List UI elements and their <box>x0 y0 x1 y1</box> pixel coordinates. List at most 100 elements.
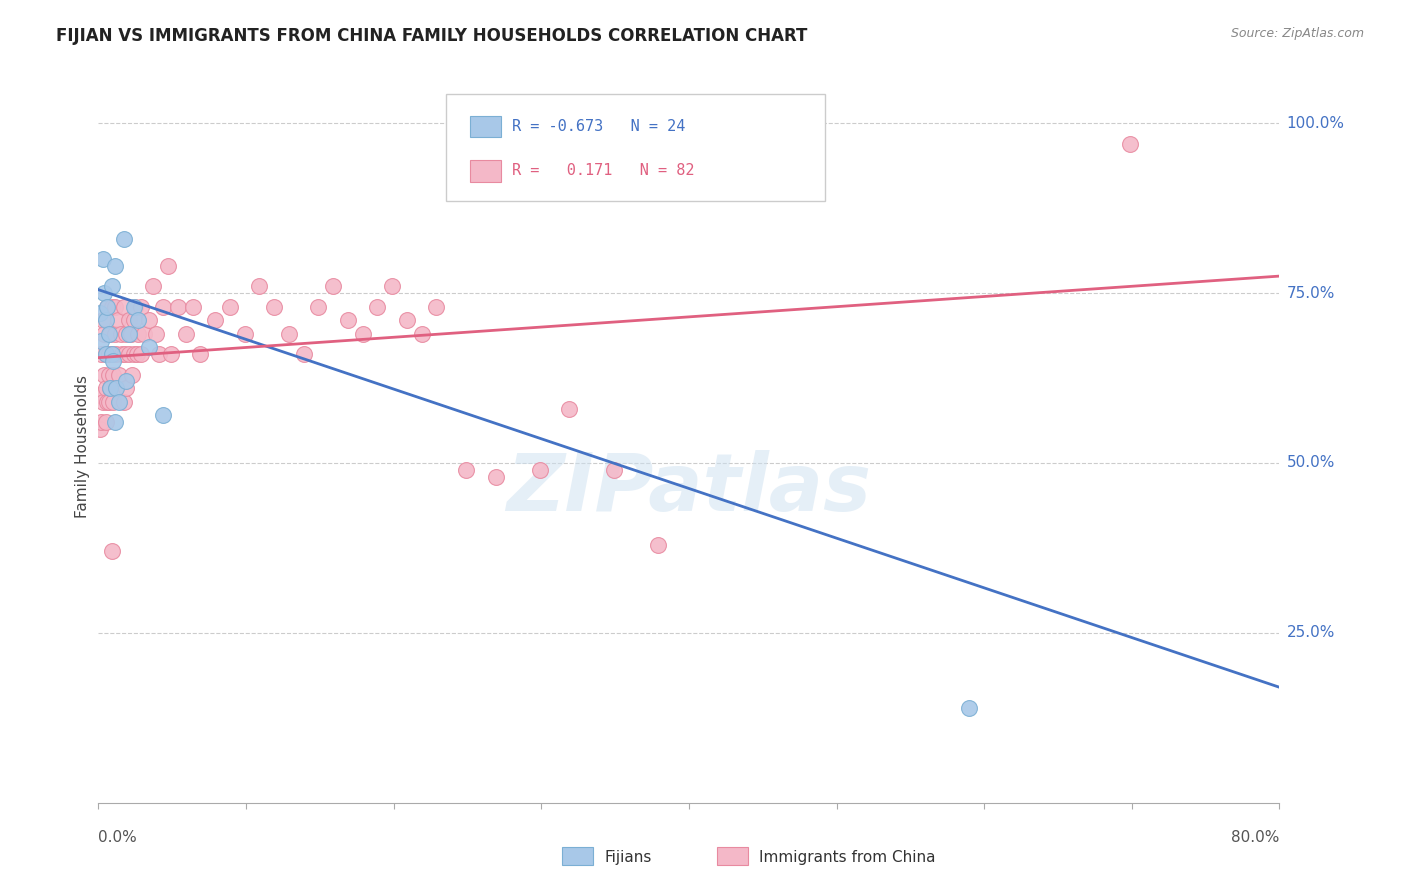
Point <box>114 347 136 361</box>
Point <box>381 279 404 293</box>
Point <box>90 334 112 348</box>
Text: 75.0%: 75.0% <box>1286 285 1334 301</box>
Point <box>104 300 127 314</box>
Point <box>91 313 114 327</box>
Point <box>138 341 160 355</box>
Point <box>112 300 135 314</box>
Point <box>105 381 128 395</box>
Point <box>112 232 135 246</box>
Point <box>111 347 134 361</box>
Point <box>91 252 114 266</box>
Text: ZIPatlas: ZIPatlas <box>506 450 872 528</box>
Point <box>104 415 127 429</box>
Point <box>97 368 120 382</box>
Point <box>91 394 114 409</box>
Point <box>103 354 125 368</box>
Point <box>97 326 120 341</box>
Point <box>108 394 131 409</box>
Point <box>152 409 174 423</box>
Point <box>167 300 190 314</box>
Point <box>112 394 135 409</box>
Point <box>97 347 120 361</box>
Point <box>110 326 132 341</box>
Point <box>89 388 111 402</box>
Point <box>115 381 138 395</box>
Point <box>105 381 128 395</box>
Text: Immigrants from China: Immigrants from China <box>759 850 936 864</box>
Text: R = -0.673   N = 24: R = -0.673 N = 24 <box>512 120 685 134</box>
Point <box>647 537 669 551</box>
Point <box>156 259 179 273</box>
Point <box>352 326 374 341</box>
Point <box>959 700 981 714</box>
Point <box>307 300 329 314</box>
Y-axis label: Family Households: Family Households <box>75 375 90 517</box>
Point <box>118 326 141 341</box>
Point <box>105 347 128 361</box>
Point <box>94 347 117 361</box>
Point <box>90 347 112 361</box>
Point <box>366 300 388 314</box>
Point <box>122 300 145 314</box>
Text: Fijians: Fijians <box>605 850 652 864</box>
Point <box>558 401 581 416</box>
Text: Source: ZipAtlas.com: Source: ZipAtlas.com <box>1230 27 1364 40</box>
Point <box>322 279 344 293</box>
Point <box>94 347 117 361</box>
Point <box>94 313 117 327</box>
Point <box>90 415 112 429</box>
Point <box>122 313 145 327</box>
Point <box>97 394 120 409</box>
Text: FIJIAN VS IMMIGRANTS FROM CHINA FAMILY HOUSEHOLDS CORRELATION CHART: FIJIAN VS IMMIGRANTS FROM CHINA FAMILY H… <box>56 27 807 45</box>
Point <box>292 347 315 361</box>
Point <box>263 300 285 314</box>
Point <box>188 347 211 361</box>
Point <box>181 300 204 314</box>
Point <box>142 279 165 293</box>
Point <box>174 326 197 341</box>
Point <box>247 279 270 293</box>
Point <box>96 300 118 314</box>
Point <box>129 347 152 361</box>
Text: 25.0%: 25.0% <box>1286 625 1334 640</box>
Text: 0.0%: 0.0% <box>98 830 138 845</box>
Point <box>529 463 551 477</box>
Point <box>93 326 115 341</box>
Point <box>411 326 433 341</box>
Point <box>94 381 117 395</box>
Point <box>103 368 125 382</box>
Point <box>89 422 111 436</box>
Point <box>98 381 121 395</box>
Point <box>602 463 624 477</box>
Point <box>104 259 127 273</box>
Point <box>484 469 506 483</box>
Point <box>134 326 156 341</box>
Point <box>115 375 138 389</box>
Text: 100.0%: 100.0% <box>1286 116 1344 131</box>
Point <box>127 313 149 327</box>
Point <box>152 300 174 314</box>
Point <box>120 326 142 341</box>
Point <box>425 300 447 314</box>
Point <box>103 394 125 409</box>
Point <box>204 313 226 327</box>
Point <box>96 394 118 409</box>
Point <box>89 306 111 320</box>
Point <box>138 313 160 327</box>
Point <box>122 347 145 361</box>
Point <box>104 326 127 341</box>
Point <box>159 347 181 361</box>
Text: R =   0.171   N = 82: R = 0.171 N = 82 <box>512 163 695 178</box>
Point <box>118 347 141 361</box>
Point <box>125 347 148 361</box>
Point <box>108 368 131 382</box>
Point <box>96 300 118 314</box>
Point <box>93 368 115 382</box>
Point <box>94 415 117 429</box>
Point <box>121 368 143 382</box>
Point <box>98 326 121 341</box>
Point <box>218 300 240 314</box>
Point <box>148 347 170 361</box>
Point <box>233 326 256 341</box>
Point <box>336 313 359 327</box>
